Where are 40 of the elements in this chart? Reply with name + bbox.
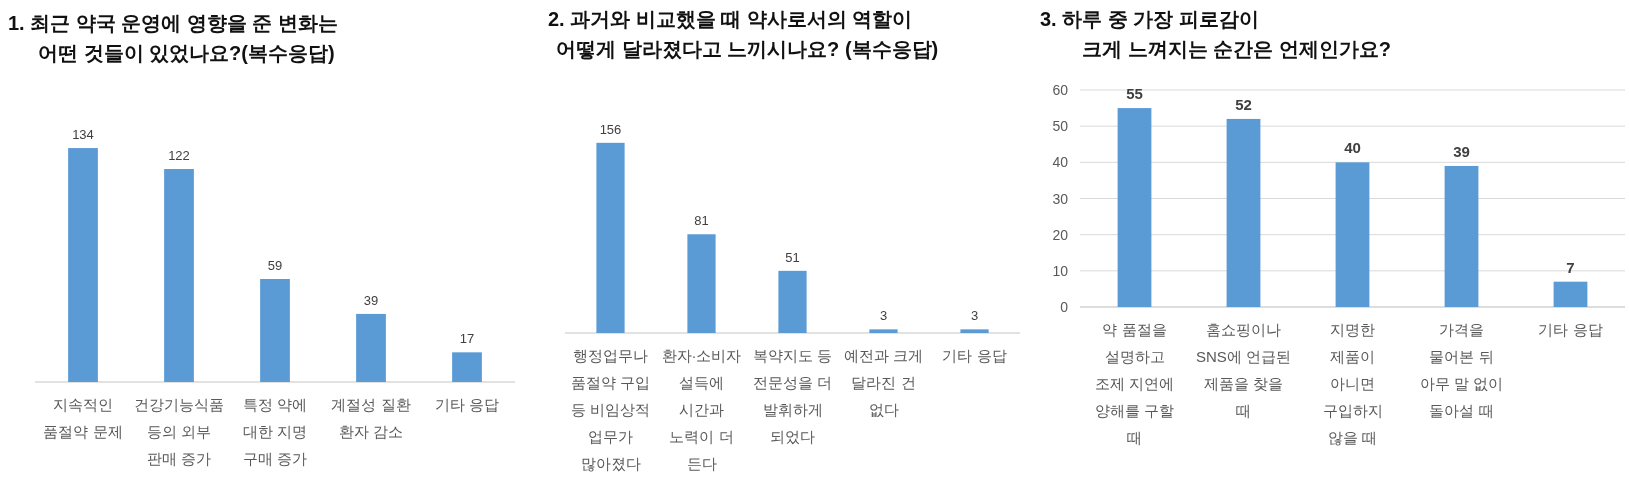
y-tick-label: 30 — [1052, 190, 1069, 207]
data-label: 39 — [363, 292, 379, 308]
x-tick-label: 기타 응답 — [1538, 321, 1603, 338]
x-tick-label: 홈쇼핑이나 SNS에 언급된 제품을 찾을 때 — [1195, 321, 1292, 419]
x-tick-label: 예전과 크게 달라진 건 없다 — [843, 347, 924, 418]
data-label: 122 — [168, 148, 190, 164]
data-label: 3 — [970, 308, 979, 324]
data-label: 59 — [267, 258, 283, 273]
x-tick-label: 지속적인 품절약 문제 — [43, 396, 123, 440]
data-label: 3 — [879, 308, 888, 324]
x-tick-label: 복약지도 등 전문성을 더 발휘하게 되었다 — [752, 347, 833, 445]
data-label: 55 — [1126, 85, 1143, 103]
title: 3. 하루 중 가장 피로감이 크게 느껴지는 순간은 언제인가요? — [1040, 8, 1391, 60]
y-tick-label: 40 — [1052, 154, 1069, 171]
y-tick-label: 50 — [1052, 118, 1069, 135]
title: 2. 과거와 비교했을 때 약사로서의 역할이 어떻게 달라졌다고 느끼시나요? (복수응답) — [548, 8, 939, 60]
y-tick-label: 60 — [1052, 82, 1069, 98]
data-label: 51 — [785, 249, 800, 265]
data-label: 81 — [694, 213, 709, 229]
data-label: 39 — [1453, 142, 1470, 160]
x-tick-label: 건강기능식품 등의 외부 판매 증가 — [134, 396, 224, 467]
title: 1. 최근 약국 운영에 영향을 준 변화는 어떤 것들이 있었나요?(복수응답) — [8, 12, 339, 64]
data-label: 134 — [72, 127, 94, 143]
x-tick-label: 기타 응답 — [434, 396, 500, 413]
data-label: 156 — [599, 121, 622, 137]
y-tick-label: 0 — [1060, 299, 1069, 315]
x-tick-label: 행정업무나 품절약 구입 등 비임상적 업무가 많아졌다 — [570, 347, 651, 472]
data-label: 40 — [1344, 139, 1361, 157]
data-label: 17 — [459, 331, 475, 347]
x-tick-label: 가격을 물어본 뒤 아무 말 없이 돌아설 때 — [1419, 321, 1504, 419]
x-tick-label: 계절성 질환 환자 감소 — [331, 396, 411, 440]
x-tick-label: 특정 약에 대한 지명 구매 증가 — [242, 396, 308, 467]
x-tick-label: 약 품절을 설명하고 조제 지연에 양해를 구할 때 — [1094, 321, 1175, 446]
y-tick-label: 20 — [1052, 226, 1069, 243]
y-tick-label: 10 — [1052, 262, 1069, 279]
x-tick-label: 지명한 제품이 아니면 구입하지 않을 때 — [1322, 321, 1383, 446]
data-label: 7 — [1566, 258, 1575, 276]
x-tick-label: 기타 응답 — [942, 347, 1007, 364]
data-label: 52 — [1235, 95, 1252, 113]
x-tick-label: 환자·소비자 설득에 시간과 노력이 더 든다 — [661, 347, 742, 472]
